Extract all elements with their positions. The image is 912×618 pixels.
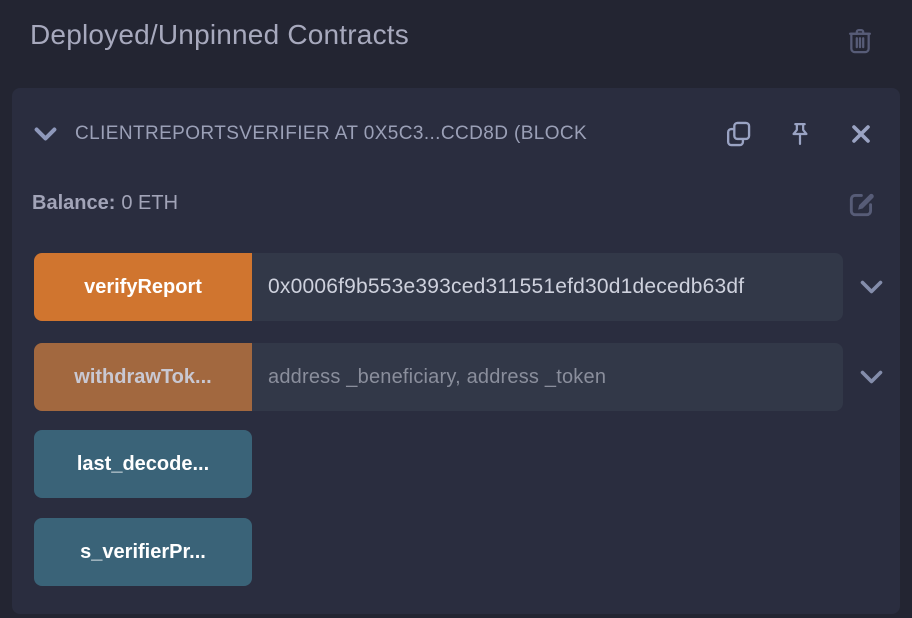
contract-header-actions xyxy=(723,118,875,150)
function-args-input[interactable] xyxy=(252,343,843,411)
function-button-s_verifierProxy[interactable]: s_verifierPr... xyxy=(34,518,252,586)
copy-icon[interactable] xyxy=(723,118,753,150)
balance-label: Balance: xyxy=(32,191,116,214)
chevron-down-icon[interactable] xyxy=(843,253,900,321)
balance-value: 0 ETH xyxy=(121,191,179,214)
close-icon[interactable] xyxy=(847,120,875,148)
function-button-withdrawToken[interactable]: withdrawTok... xyxy=(34,343,252,411)
edit-icon[interactable] xyxy=(845,186,878,220)
function-button-verifyReport[interactable]: verifyReport xyxy=(34,253,252,321)
chevron-down-icon[interactable] xyxy=(32,124,59,144)
balance-text: Balance: 0 ETH xyxy=(32,192,178,215)
function-row: s_verifierPr... xyxy=(34,518,900,586)
pin-icon[interactable] xyxy=(786,118,814,150)
chevron-down-icon[interactable] xyxy=(843,343,900,411)
function-button-last_decoded[interactable]: last_decode... xyxy=(34,430,252,498)
function-row: verifyReport xyxy=(34,253,900,321)
page-title: Deployed/Unpinned Contracts xyxy=(30,19,409,50)
panel-header: Deployed/Unpinned Contracts xyxy=(0,0,912,88)
function-args-input[interactable] xyxy=(252,253,843,321)
trash-icon[interactable] xyxy=(844,23,876,57)
function-row: last_decode... xyxy=(34,430,900,498)
function-row: withdrawTok... xyxy=(34,343,900,411)
contract-card: CLIENTREPORTSVERIFIER AT 0X5C3...CCD8D (… xyxy=(12,88,900,614)
contract-card-header: CLIENTREPORTSVERIFIER AT 0X5C3...CCD8D (… xyxy=(32,116,875,152)
balance-row: Balance: 0 ETH xyxy=(32,184,878,222)
contract-title: CLIENTREPORTSVERIFIER AT 0X5C3...CCD8D (… xyxy=(75,123,588,144)
